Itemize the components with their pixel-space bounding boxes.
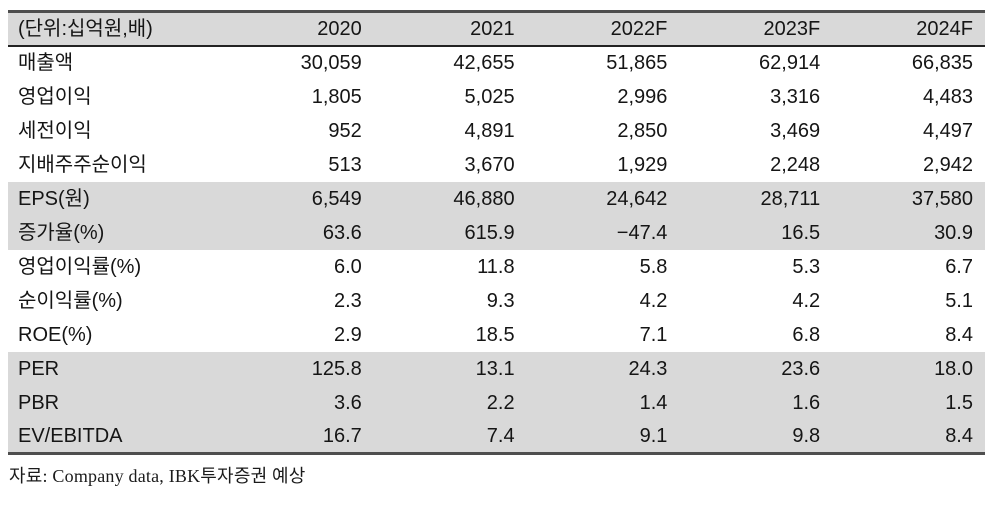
row-label: 세전이익 [18,119,92,142]
financial-summary-table-container: (단위:십억원,배) 2020 2021 2022F 2023F 2024F 매… [8,10,985,486]
cell-value: 6,549 [311,187,362,210]
cell-value: 11.8 [477,255,515,278]
financial-summary-table: (단위:십억원,배) 2020 2021 2022F 2023F 2024F 매… [8,10,985,455]
unit-label: (단위:십억원,배) [8,11,221,47]
cell-value: 2,996 [617,85,668,108]
row-label: 영업이익 [18,85,92,108]
column-header-2023f: 2023F [679,11,833,47]
cell-value: 3,670 [464,153,515,176]
cell-value: 9.3 [486,289,515,312]
cell-value: 4.2 [792,289,821,312]
cell-value: 615.9 [464,221,515,244]
cell-value: −47.4 [616,221,668,244]
cell-value: 18.0 [934,357,973,380]
cell-value: 513 [328,153,362,176]
row-label: EV/EBITDA [18,424,123,447]
cell-value: 4,891 [464,119,515,142]
table-body: 매출액 30,059 42,655 51,865 62,914 66,835 영… [8,46,985,454]
cell-value: 2.9 [333,323,362,346]
row-label: 영업이익률(%) [18,255,142,278]
row-label: 증가율(%) [18,221,105,244]
table-row: 영업이익률(%) 6.0 11.8 5.8 5.3 6.7 [8,250,985,284]
cell-value: 42,655 [453,52,515,74]
cell-value: 5.1 [945,289,973,312]
cell-value: 952 [328,119,362,142]
cell-value: 9.8 [792,424,821,447]
cell-value: 1,805 [311,85,362,108]
table-row: EV/EBITDA 16.7 7.4 9.1 9.8 8.4 [8,419,985,454]
cell-value: 1,929 [617,153,668,176]
cell-value: 37,580 [911,187,973,210]
table-row: PER 125.8 13.1 24.3 23.6 18.0 [8,351,985,386]
column-header-2024f: 2024F [832,11,985,47]
cell-value: 24,642 [606,187,668,210]
cell-value: 5.3 [792,255,821,278]
cell-value: 7.1 [639,323,668,346]
column-header-2021: 2021 [373,11,527,47]
cell-value: 3,469 [770,119,821,142]
cell-value: 62,914 [759,52,821,74]
row-label: 지배주주순이익 [18,153,147,176]
cell-value: 2,248 [770,153,821,176]
cell-value: 16.5 [781,221,821,244]
cell-value: 7.4 [486,424,515,447]
table-header-row: (단위:십억원,배) 2020 2021 2022F 2023F 2024F [8,11,985,47]
cell-value: 30.9 [934,221,973,244]
cell-value: 2,942 [922,153,973,176]
cell-value: 5,025 [464,85,515,108]
cell-value: 1.5 [945,391,973,414]
cell-value: 46,880 [453,187,515,210]
cell-value: 51,865 [606,52,668,74]
table-row: 세전이익 952 4,891 2,850 3,469 4,497 [8,114,985,148]
row-label: 순이익률(%) [18,289,123,312]
cell-value: 6.8 [792,323,821,346]
cell-value: 13.1 [475,357,515,380]
cell-value: 6.7 [945,255,973,278]
table-row: 매출액 30,059 42,655 51,865 62,914 66,835 [8,46,985,80]
cell-value: 9.1 [639,424,668,447]
cell-value: 4,497 [922,119,973,142]
cell-value: 63.6 [322,221,362,244]
column-header-2020: 2020 [221,11,374,47]
cell-value: 4,483 [922,85,973,108]
table-row: PBR 3.6 2.2 1.4 1.6 1.5 [8,385,985,420]
cell-value: 8.4 [945,323,973,346]
cell-value: 28,711 [760,187,821,210]
cell-value: 6.0 [333,255,362,278]
table-row: ROE(%) 2.9 18.5 7.1 6.8 8.4 [8,318,985,352]
cell-value: 125.8 [311,357,362,380]
cell-value: 3,316 [770,85,821,108]
cell-value: 30,059 [300,52,362,74]
table-row: 영업이익 1,805 5,025 2,996 3,316 4,483 [8,80,985,114]
cell-value: 23.6 [781,357,821,380]
table-row: EPS(원) 6,549 46,880 24,642 28,711 37,580 [8,181,985,216]
source-note: 자료: Company data, IBK투자증권 예상 [9,466,306,486]
row-label: 매출액 [18,52,74,74]
cell-value: 2.2 [486,391,515,414]
cell-value: 8.4 [945,424,973,447]
table-row: 지배주주순이익 513 3,670 1,929 2,248 2,942 [8,148,985,182]
column-header-2022f: 2022F [526,11,680,47]
row-label: PER [18,357,60,380]
row-label: EPS(원) [18,187,90,210]
cell-value: 1.4 [639,391,668,414]
cell-value: 16.7 [322,424,362,447]
cell-value: 5.8 [639,255,668,278]
row-label: PBR [18,391,60,414]
cell-value: 3.6 [333,391,362,414]
cell-value: 18.5 [475,323,515,346]
cell-value: 66,835 [911,52,973,74]
table-row: 순이익률(%) 2.3 9.3 4.2 4.2 5.1 [8,284,985,318]
cell-value: 1.6 [792,391,821,414]
row-label: ROE(%) [18,323,93,346]
table-row: 증가율(%) 63.6 615.9 −47.4 16.5 30.9 [8,215,985,250]
cell-value: 24.3 [628,357,668,380]
cell-value: 2.3 [333,289,362,312]
cell-value: 4.2 [639,289,668,312]
cell-value: 2,850 [617,119,668,142]
